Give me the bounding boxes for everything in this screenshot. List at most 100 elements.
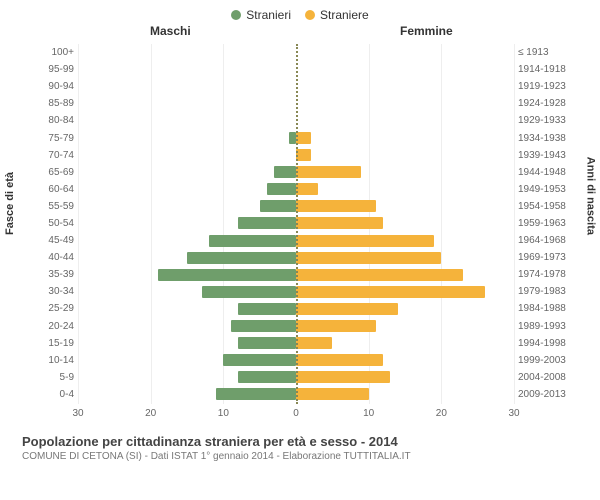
x-tick: 30 bbox=[72, 408, 83, 419]
age-label: 95-99 bbox=[30, 64, 78, 75]
bar-zone bbox=[78, 164, 514, 181]
bar-male bbox=[158, 269, 296, 281]
year-label: 1979-1983 bbox=[514, 286, 570, 297]
chart-row: 5-92004-2008 bbox=[30, 369, 570, 386]
year-label: 1934-1938 bbox=[514, 133, 570, 144]
age-label: 15-19 bbox=[30, 338, 78, 349]
left-axis-title: Fasce di età bbox=[4, 172, 16, 235]
year-label: 2004-2008 bbox=[514, 372, 570, 383]
age-label: 25-29 bbox=[30, 303, 78, 314]
bar-female bbox=[296, 132, 311, 144]
bar-zone bbox=[78, 283, 514, 300]
bar-female bbox=[296, 337, 332, 349]
chart-row: 85-891924-1928 bbox=[30, 95, 570, 112]
bar-male bbox=[238, 303, 296, 315]
chart-row: 80-84 1929-1933 bbox=[30, 112, 570, 129]
bar-zone bbox=[78, 369, 514, 386]
bar-zone bbox=[78, 95, 514, 112]
x-tick: 0 bbox=[293, 408, 299, 419]
age-label: 20-24 bbox=[30, 321, 78, 332]
column-headers: Maschi Femmine bbox=[10, 24, 590, 40]
bar-female bbox=[296, 200, 376, 212]
age-label: 65-69 bbox=[30, 167, 78, 178]
bar-zone bbox=[78, 147, 514, 164]
bar-female bbox=[296, 269, 463, 281]
bar-zone bbox=[78, 232, 514, 249]
bar-male bbox=[267, 183, 296, 195]
chart-row: 55-591954-1958 bbox=[30, 198, 570, 215]
footer-title: Popolazione per cittadinanza straniera p… bbox=[22, 434, 578, 449]
bar-zone bbox=[78, 44, 514, 61]
age-label: 85-89 bbox=[30, 98, 78, 109]
chart-row: 90-94 1919-1923 bbox=[30, 78, 570, 95]
bar-zone bbox=[78, 112, 514, 129]
chart-row: 100+≤ 1913 bbox=[30, 44, 570, 61]
year-label: 1994-1998 bbox=[514, 338, 570, 349]
year-label: 1974-1978 bbox=[514, 269, 570, 280]
bar-male bbox=[223, 354, 296, 366]
year-label: 1984-1988 bbox=[514, 303, 570, 314]
bar-female bbox=[296, 183, 318, 195]
footer-subtitle: COMUNE DI CETONA (SI) - Dati ISTAT 1° ge… bbox=[22, 451, 578, 462]
year-label: 1954-1958 bbox=[514, 201, 570, 212]
bar-male bbox=[231, 320, 296, 332]
chart-row: 95-99 1914-1918 bbox=[30, 61, 570, 78]
x-tick: 20 bbox=[145, 408, 156, 419]
chart-row: 45-491964-1968 bbox=[30, 232, 570, 249]
plot-area: Fasce di età Anni di nascita 100+≤ 19139… bbox=[10, 40, 590, 430]
bar-female bbox=[296, 388, 369, 400]
legend-item-female: Straniere bbox=[305, 8, 369, 22]
bar-male bbox=[238, 371, 296, 383]
bar-zone bbox=[78, 129, 514, 146]
chart-rows: 100+≤ 1913 95-99 1914-1918 90-94 1919-1923 85… bbox=[30, 44, 570, 404]
bar-male bbox=[238, 217, 296, 229]
chart-row: 0-42009-2013 bbox=[30, 386, 570, 403]
legend-item-male: Stranieri bbox=[231, 8, 291, 22]
year-label: 2009-2013 bbox=[514, 389, 570, 400]
bar-male bbox=[260, 200, 296, 212]
chart-row: 60-641949-1953 bbox=[30, 181, 570, 198]
bar-zone bbox=[78, 78, 514, 95]
bar-female bbox=[296, 320, 376, 332]
year-label: 1969-1973 bbox=[514, 252, 570, 263]
legend: Stranieri Straniere bbox=[10, 8, 590, 22]
year-label: 1919-1923 bbox=[514, 81, 570, 92]
bar-male bbox=[289, 132, 296, 144]
bar-female bbox=[296, 235, 434, 247]
bar-zone bbox=[78, 386, 514, 403]
bar-male bbox=[216, 388, 296, 400]
age-label: 40-44 bbox=[30, 252, 78, 263]
chart-row: 15-19 1994-1998 bbox=[30, 335, 570, 352]
bar-male bbox=[274, 166, 296, 178]
bar-zone bbox=[78, 352, 514, 369]
year-label: 1929-1933 bbox=[514, 115, 570, 126]
year-label: 1949-1953 bbox=[514, 184, 570, 195]
bar-zone bbox=[78, 266, 514, 283]
chart-row: 40-44 1969-1973 bbox=[30, 249, 570, 266]
age-label: 80-84 bbox=[30, 115, 78, 126]
right-axis-title: Anni di nascita bbox=[584, 157, 596, 235]
bar-male bbox=[209, 235, 296, 247]
header-male: Maschi bbox=[150, 24, 191, 38]
bar-female bbox=[296, 286, 485, 298]
legend-label-female: Straniere bbox=[320, 8, 369, 22]
age-label: 90-94 bbox=[30, 81, 78, 92]
bar-female bbox=[296, 252, 441, 264]
bar-female bbox=[296, 354, 383, 366]
year-label: 1989-1993 bbox=[514, 321, 570, 332]
bar-zone bbox=[78, 61, 514, 78]
legend-swatch-male bbox=[231, 10, 241, 20]
age-label: 70-74 bbox=[30, 150, 78, 161]
year-label: 1944-1948 bbox=[514, 167, 570, 178]
age-label: 100+ bbox=[30, 47, 78, 58]
legend-label-male: Stranieri bbox=[246, 8, 291, 22]
bar-female bbox=[296, 149, 311, 161]
year-label: 1959-1963 bbox=[514, 218, 570, 229]
chart-row: 25-29 1984-1988 bbox=[30, 300, 570, 317]
bar-female bbox=[296, 371, 390, 383]
chart-row: 20-24 1989-1993 bbox=[30, 318, 570, 335]
legend-swatch-female bbox=[305, 10, 315, 20]
chart-row: 50-541959-1963 bbox=[30, 215, 570, 232]
chart-row: 70-741939-1943 bbox=[30, 147, 570, 164]
year-label: 1914-1918 bbox=[514, 64, 570, 75]
